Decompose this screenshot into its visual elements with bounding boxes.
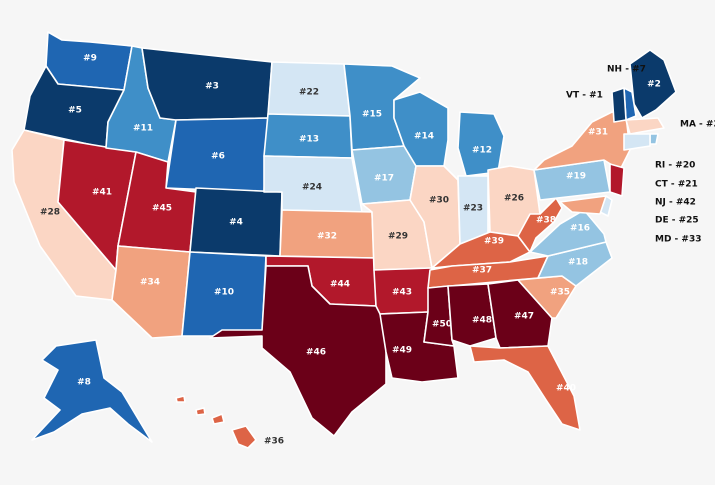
state-md: [559, 195, 607, 215]
state-me: [629, 49, 677, 119]
callout-ct: CT - #21: [655, 180, 698, 190]
rank-label-ut: #45: [152, 204, 172, 214]
rank-label-wa: #9: [83, 54, 97, 64]
rank-label-tx: #46: [306, 348, 326, 358]
rank-label-ky: #39: [484, 237, 504, 247]
callout-nh: NH - #7: [607, 65, 646, 75]
state-az: [111, 245, 191, 339]
rank-label-nv: #41: [92, 188, 112, 198]
rank-label-az: #34: [140, 278, 160, 288]
callout-labels-layer: NH - #7 VT - #1 MA - #27 RI - #20 CT - #…: [566, 65, 715, 245]
rank-label-wi: #14: [414, 132, 434, 142]
rank-label-ne: #24: [302, 183, 322, 193]
rank-label-tn: #37: [472, 266, 492, 276]
rank-label-ms: #50: [432, 320, 452, 330]
rank-label-nc: #18: [568, 258, 588, 268]
rank-label-nm: #10: [214, 288, 234, 298]
rank-label-ks: #32: [317, 232, 337, 242]
rank-labels-layer: #9 #5 #28 #41 #11 #3 #6 #45 #34 #4 #10 #22 #13 #24 #32…: [40, 54, 661, 447]
rank-label-ny: #31: [588, 128, 608, 138]
rank-label-va: #16: [570, 224, 590, 234]
state-al: [447, 283, 497, 347]
rank-label-al: #48: [472, 316, 492, 326]
callout-nj: NJ - #42: [655, 198, 696, 208]
state-hi: [175, 395, 257, 449]
state-ny: [533, 111, 631, 171]
callout-ma: MA - #27: [680, 120, 715, 130]
rank-label-ca: #28: [40, 208, 60, 218]
rank-label-pa: #19: [566, 172, 586, 182]
rank-label-mo: #29: [388, 232, 408, 242]
rank-label-wy: #6: [211, 152, 225, 162]
rank-label-hi: #36: [264, 437, 284, 447]
rank-label-la: #49: [392, 346, 412, 356]
rank-label-me: #2: [647, 80, 661, 90]
state-wv: [517, 197, 563, 253]
state-fl: [469, 345, 581, 431]
rank-label-ar: #43: [392, 288, 412, 298]
state-ri: [649, 133, 659, 145]
rank-label-mn: #15: [362, 110, 382, 120]
rank-label-ga: #47: [514, 312, 534, 322]
rank-label-mt: #3: [205, 82, 219, 92]
rank-label-mi: #12: [472, 146, 492, 156]
rank-label-wv: #38: [536, 216, 556, 226]
rank-label-in: #23: [463, 204, 483, 214]
state-ct: [623, 133, 651, 151]
state-mi: [457, 111, 505, 177]
rank-label-fl: #40: [556, 384, 576, 394]
rank-label-sd: #13: [299, 135, 319, 145]
rank-label-nd: #22: [299, 88, 319, 98]
state-tx: [209, 265, 387, 437]
rank-label-ok: #44: [330, 280, 350, 290]
rank-label-co: #4: [229, 218, 243, 228]
state-nj: [609, 163, 625, 197]
state-ak: [31, 339, 153, 443]
callout-ri: RI - #20: [655, 161, 695, 171]
state-vt: [611, 87, 627, 123]
rank-label-ia: #17: [374, 174, 394, 184]
rank-label-sc: #35: [550, 288, 570, 298]
callout-vt: VT - #1: [566, 91, 603, 101]
rank-label-oh: #26: [504, 194, 524, 204]
states-layer: [11, 31, 677, 449]
rank-label-or: #5: [68, 106, 82, 116]
state-ma: [625, 117, 665, 135]
rank-label-il: #30: [429, 196, 449, 206]
rank-label-ak: #8: [77, 378, 91, 388]
state-va: [529, 209, 607, 257]
callout-de: DE - #25: [655, 216, 699, 226]
callout-md: MD - #33: [655, 235, 702, 245]
rank-label-id: #11: [133, 124, 153, 134]
